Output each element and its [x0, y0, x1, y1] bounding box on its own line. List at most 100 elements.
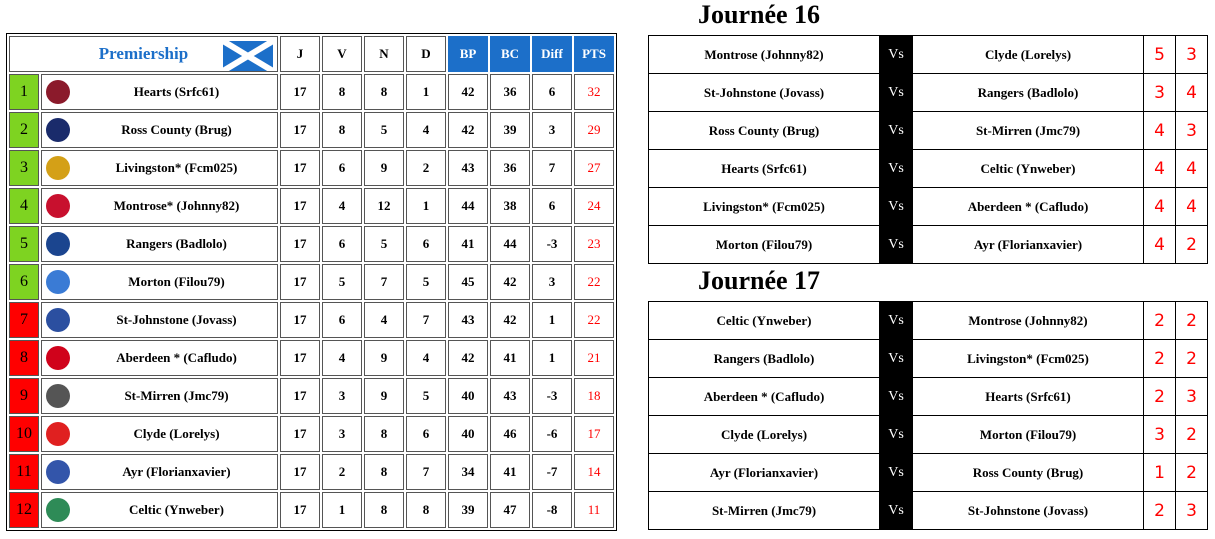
stat-j: 17: [280, 340, 320, 376]
stat-diff: 6: [532, 188, 572, 224]
stat-bc: 41: [490, 454, 530, 490]
stat-v: 8: [322, 112, 362, 148]
col-pts: PTS: [574, 36, 614, 72]
stat-bc: 36: [490, 74, 530, 110]
stat-v: 4: [322, 188, 362, 224]
match-row: St-Johnstone (Jovass) Vs Rangers (Badlol…: [648, 73, 1208, 112]
stat-bc: 42: [490, 302, 530, 338]
away-score: 2: [1175, 225, 1208, 264]
home-team: Morton (Filou79): [648, 225, 880, 264]
stat-n: 8: [364, 492, 404, 528]
stat-bp: 43: [448, 302, 488, 338]
rank: 4: [9, 188, 39, 224]
stat-diff: -7: [532, 454, 572, 490]
stat-j: 17: [280, 226, 320, 262]
standings-row: 3 Livingston* (Fcm025) 17 6 9 2 43 36 7 27: [9, 150, 614, 186]
standings-row: 5 Rangers (Badlolo) 17 6 5 6 41 44 -3 23: [9, 226, 614, 262]
stat-n: 5: [364, 226, 404, 262]
stat-j: 17: [280, 150, 320, 186]
stat-bp: 39: [448, 492, 488, 528]
stat-bp: 42: [448, 340, 488, 376]
vs-label: Vs: [879, 491, 913, 530]
stat-d: 7: [406, 454, 446, 490]
stat-j: 17: [280, 188, 320, 224]
vs-label: Vs: [879, 35, 913, 74]
team-crest-icon: [46, 308, 70, 332]
vs-label: Vs: [879, 187, 913, 226]
team-crest-icon: [46, 346, 70, 370]
rank: 10: [9, 416, 39, 452]
match-row: Aberdeen * (Cafludo) Vs Hearts (Srfc61) …: [648, 377, 1208, 416]
stat-v: 1: [322, 492, 362, 528]
stat-diff: -6: [532, 416, 572, 452]
stat-pts: 29: [574, 112, 614, 148]
stat-d: 1: [406, 188, 446, 224]
rank: 6: [9, 264, 39, 300]
vs-label: Vs: [879, 301, 913, 340]
away-team: St-Mirren (Jmc79): [912, 111, 1144, 150]
home-team: St-Johnstone (Jovass): [648, 73, 880, 112]
rank: 1: [9, 74, 39, 110]
standings-table: Premiership J V N D BP BC Diff PTS 1 Hea…: [6, 33, 617, 531]
home-score: 3: [1143, 415, 1176, 454]
home-score: 2: [1143, 491, 1176, 530]
team-cell: Montrose* (Johnny82): [41, 188, 278, 224]
rank: 5: [9, 226, 39, 262]
stat-v: 3: [322, 378, 362, 414]
away-score: 4: [1175, 149, 1208, 188]
home-team: Ayr (Florianxavier): [648, 453, 880, 492]
stat-pts: 17: [574, 416, 614, 452]
home-team: Montrose (Johnny82): [648, 35, 880, 74]
stat-bp: 40: [448, 416, 488, 452]
col-diff: Diff: [532, 36, 572, 72]
stat-diff: 1: [532, 340, 572, 376]
stat-v: 2: [322, 454, 362, 490]
stat-d: 7: [406, 302, 446, 338]
away-team: Livingston* (Fcm025): [912, 339, 1144, 378]
away-score: 4: [1175, 187, 1208, 226]
standings-row: 9 St-Mirren (Jmc79) 17 3 9 5 40 43 -3 18: [9, 378, 614, 414]
away-team: Celtic (Ynweber): [912, 149, 1144, 188]
stat-bc: 42: [490, 264, 530, 300]
standings-row: 12 Celtic (Ynweber) 17 1 8 8 39 47 -8 11: [9, 492, 614, 528]
team-crest-icon: [46, 80, 70, 104]
stat-bp: 42: [448, 74, 488, 110]
stat-d: 2: [406, 150, 446, 186]
team-crest-icon: [46, 232, 70, 256]
team-crest-icon: [46, 194, 70, 218]
home-team: Ross County (Brug): [648, 111, 880, 150]
stat-n: 8: [364, 416, 404, 452]
stat-bc: 44: [490, 226, 530, 262]
stat-diff: 1: [532, 302, 572, 338]
away-team: Clyde (Lorelys): [912, 35, 1144, 74]
stat-bc: 39: [490, 112, 530, 148]
stat-pts: 22: [574, 264, 614, 300]
stat-d: 6: [406, 416, 446, 452]
away-team: St-Johnstone (Jovass): [912, 491, 1144, 530]
away-score: 3: [1175, 491, 1208, 530]
stat-n: 8: [364, 454, 404, 490]
team-cell: St-Johnstone (Jovass): [41, 302, 278, 338]
home-score: 2: [1143, 301, 1176, 340]
stat-diff: -3: [532, 226, 572, 262]
away-team: Montrose (Johnny82): [912, 301, 1144, 340]
stat-pts: 27: [574, 150, 614, 186]
stat-diff: -8: [532, 492, 572, 528]
team-cell: Ross County (Brug): [41, 112, 278, 148]
col-n: N: [364, 36, 404, 72]
team-crest-icon: [46, 422, 70, 446]
round-16-title: Journée 16: [698, 0, 821, 29]
team-cell: Morton (Filou79): [41, 264, 278, 300]
stat-diff: 7: [532, 150, 572, 186]
team-crest-icon: [46, 156, 70, 180]
stat-d: 8: [406, 492, 446, 528]
rank: 3: [9, 150, 39, 186]
away-team: Ross County (Brug): [912, 453, 1144, 492]
stat-pts: 23: [574, 226, 614, 262]
team-name: Aberdeen * (Cafludo): [116, 350, 237, 365]
stat-j: 17: [280, 112, 320, 148]
stat-pts: 21: [574, 340, 614, 376]
team-name: Ross County (Brug): [121, 122, 232, 137]
match-row: Montrose (Johnny82) Vs Clyde (Lorelys) 5…: [648, 35, 1208, 74]
match-row: Livingston* (Fcm025) Vs Aberdeen * (Cafl…: [648, 187, 1208, 226]
